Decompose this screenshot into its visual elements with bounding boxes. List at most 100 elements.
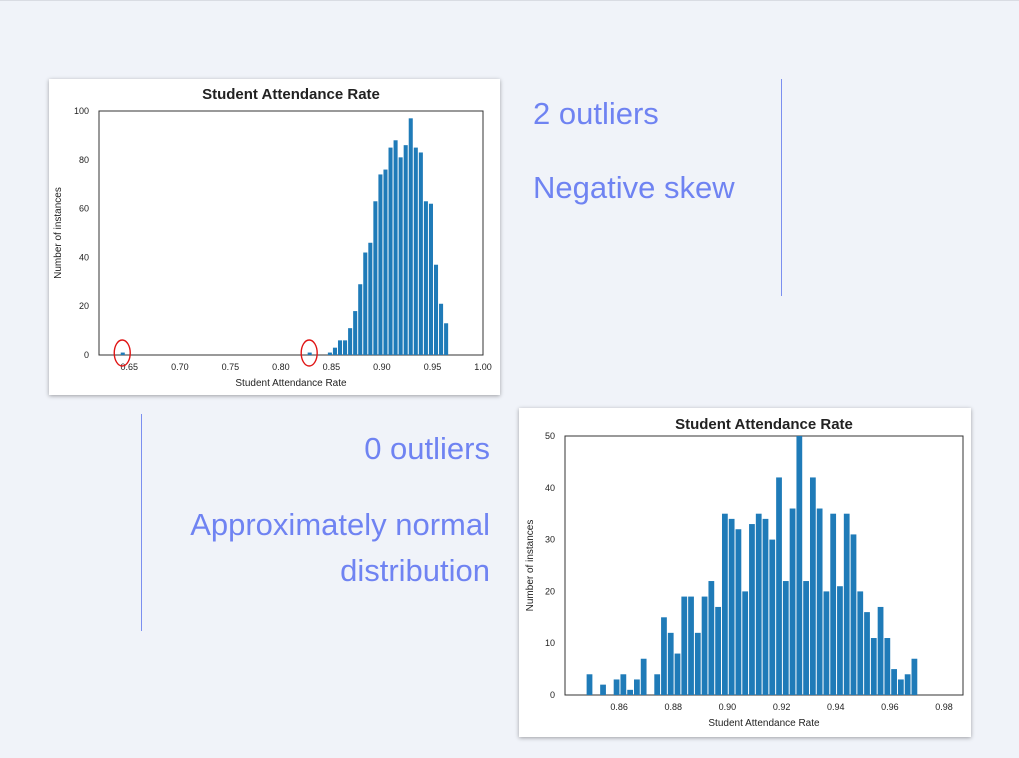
plot-frame: [98, 110, 484, 356]
histogram-skewed: Student Attendance Rate 0.65 0.70 0.75 0.80 0…: [53, 86, 492, 389]
histogram-bar: [782, 581, 789, 695]
histogram-bar: [789, 508, 796, 695]
histogram-bar: [600, 684, 606, 695]
outlier-count-note-2: 0 outliers: [364, 431, 490, 466]
histogram-bar: [627, 689, 633, 695]
histogram-bar: [843, 513, 850, 695]
histogram-bar: [428, 203, 433, 355]
y-tick-label: 50: [545, 431, 555, 441]
histogram-bar: [423, 201, 428, 355]
histogram-bar: [413, 147, 418, 355]
histogram-bar: [877, 606, 884, 695]
histogram-bar: [398, 157, 403, 355]
histogram-bar: [353, 311, 358, 355]
histogram-bar: [688, 596, 694, 695]
histogram-bar: [337, 340, 343, 355]
histogram-bar: [640, 658, 647, 695]
x-axis-label: Student Attendance Rate: [235, 378, 347, 389]
histogram-bar: [388, 147, 393, 355]
x-tick-label: 0.96: [881, 702, 899, 712]
top-divider: [0, 0, 1019, 1]
chart-card-normal: Student Attendance Rate 0.86 0.88 0.90 0.92 0…: [519, 408, 971, 737]
histogram-bar: [586, 674, 593, 695]
histogram-bar: [332, 347, 337, 355]
histogram-bar: [363, 252, 368, 355]
histogram-bar: [694, 632, 701, 695]
outlier-marker-circle: [113, 339, 131, 367]
histogram-bar: [796, 436, 803, 695]
histogram-bar: [368, 242, 373, 355]
x-tick-label: 0.75: [222, 362, 240, 372]
x-tick-label: 0.88: [665, 702, 683, 712]
histogram-bar: [816, 508, 823, 695]
note-divider-right: [781, 79, 782, 296]
x-tick-label: 0.98: [935, 702, 953, 712]
histogram-bar: [701, 596, 708, 695]
histogram-bar: [378, 174, 383, 355]
distribution-note-line1: Approximately normal: [190, 507, 490, 542]
histogram-bar: [728, 518, 735, 695]
histogram-bar: [433, 264, 439, 355]
chart-title: Student Attendance Rate: [675, 416, 853, 433]
x-tick-label: 0.85: [323, 362, 341, 372]
histogram-bar: [715, 606, 721, 695]
chart-card-skewed: Student Attendance Rate 0.65 0.70 0.75 0.80 0…: [49, 79, 500, 395]
histogram-bar: [830, 513, 837, 695]
histogram-bar: [708, 581, 715, 695]
distribution-note-line2: distribution: [340, 553, 490, 588]
histogram-bar: [439, 303, 444, 355]
y-axis-label: Number of instances: [53, 187, 64, 279]
histogram-bar: [667, 632, 674, 695]
histogram-bar: [120, 352, 125, 355]
x-tick-label: 0.86: [610, 702, 628, 712]
histogram-bar: [721, 513, 728, 695]
histogram-bar: [803, 581, 809, 695]
x-tick-label: 0.94: [827, 702, 845, 712]
note-divider-left: [141, 414, 142, 631]
y-axis-label: Number of instances: [525, 520, 536, 612]
x-tick-label: 0.65: [121, 362, 139, 372]
histogram-bar: [383, 169, 388, 355]
x-tick-label: 0.90: [719, 702, 737, 712]
y-tick-label: 0: [550, 690, 555, 700]
y-tick-label: 80: [79, 155, 89, 165]
histogram-bar: [373, 201, 378, 355]
outlier-count-note: 2 outliers: [533, 96, 659, 131]
y-tick-label: 40: [79, 252, 89, 262]
histogram-bar: [654, 674, 661, 695]
histogram-bar: [870, 638, 877, 695]
histogram-bar: [749, 524, 755, 695]
histogram-bar: [674, 653, 681, 695]
histogram-bar: [911, 658, 918, 695]
histogram-bar: [633, 679, 640, 695]
histogram-bar: [776, 477, 782, 695]
x-tick-label: 0.92: [773, 702, 791, 712]
histogram-bar: [904, 674, 911, 695]
y-tick-label: 0: [84, 350, 89, 360]
skew-note: Negative skew: [533, 170, 735, 205]
y-tick-label: 30: [545, 535, 555, 545]
histogram-bar: [755, 513, 762, 695]
histogram-bar: [837, 586, 843, 695]
histogram-bar: [769, 539, 776, 695]
histogram-bar: [864, 612, 870, 695]
histogram-bar: [444, 323, 449, 355]
x-tick-label: 1.00: [474, 362, 492, 372]
histogram-bar: [307, 352, 312, 355]
histogram-bar: [809, 477, 816, 695]
y-tick-label: 20: [545, 586, 555, 596]
histogram-normal: Student Attendance Rate 0.86 0.88 0.90 0.92 0…: [525, 416, 964, 729]
histogram-bar: [620, 674, 627, 695]
histogram-bar: [403, 145, 408, 355]
histogram-bar: [408, 118, 413, 355]
histogram-bar: [348, 328, 353, 355]
histogram-bar: [884, 638, 891, 695]
histogram-bar: [850, 534, 857, 695]
x-tick-label: 0.80: [272, 362, 290, 372]
histogram-bar: [742, 591, 749, 695]
y-tick-label: 10: [545, 638, 555, 648]
chart-title: Student Attendance Rate: [202, 86, 380, 103]
y-tick-label: 100: [74, 106, 89, 116]
histogram-bar: [358, 284, 363, 355]
histogram-bar: [681, 596, 688, 695]
